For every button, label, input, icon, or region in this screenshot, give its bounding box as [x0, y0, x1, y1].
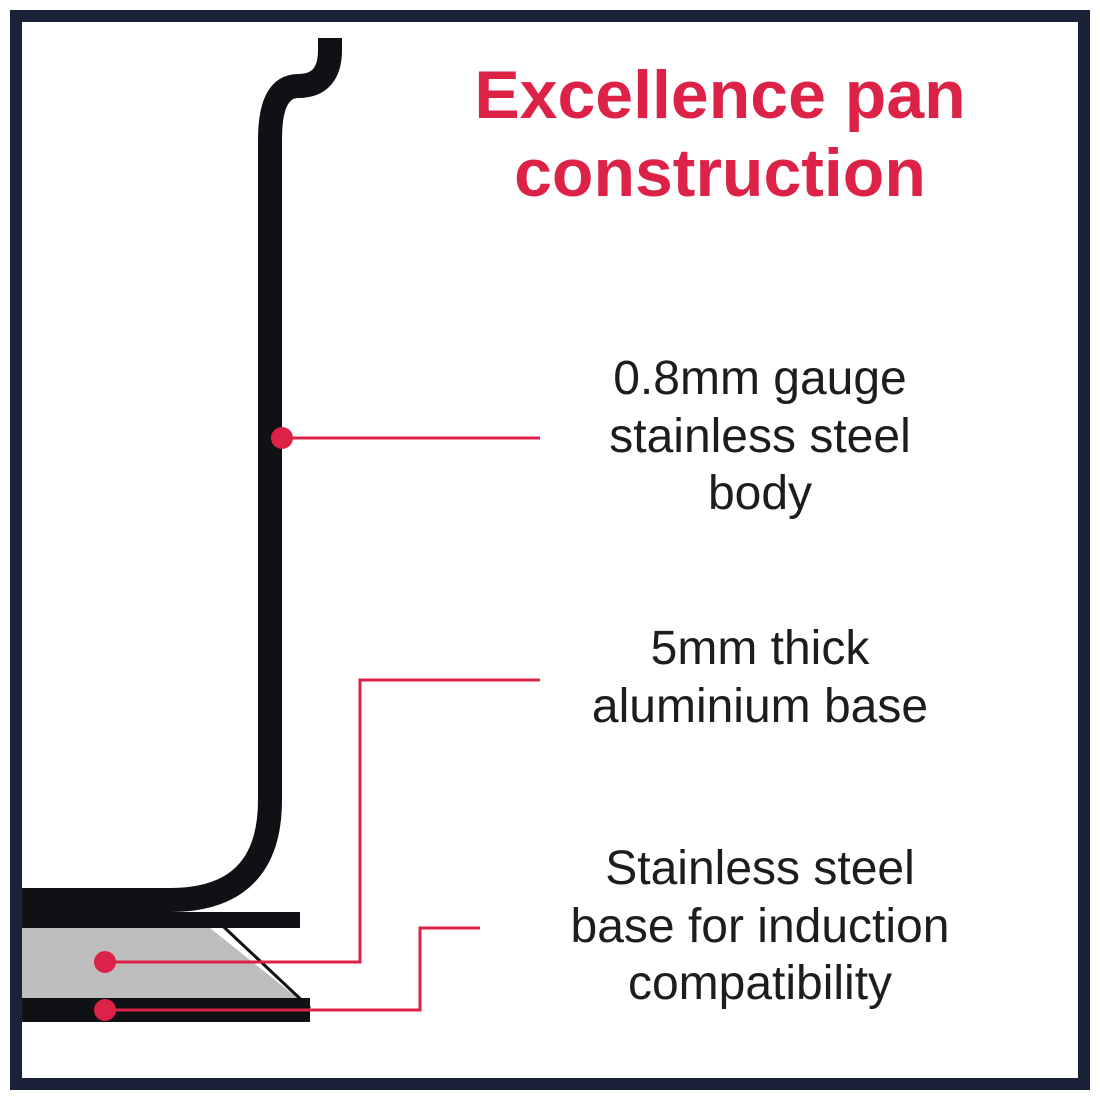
diagram-title: Excellence pan construction: [380, 56, 1060, 212]
callout-body-l3: body: [708, 467, 812, 520]
callout-body-l1: 0.8mm gauge: [613, 352, 907, 405]
callout-alu-l2: aluminium base: [592, 680, 928, 733]
callout-body-text: 0.8mm gauge stainless steel body: [540, 350, 980, 523]
callout-ind-l1: Stainless steel: [605, 842, 915, 895]
title-line2: construction: [514, 135, 926, 211]
callout-alu-l1: 5mm thick: [651, 622, 870, 675]
callout-ind-l3: compatibility: [628, 957, 892, 1010]
callout-aluminium-text: 5mm thick aluminium base: [540, 620, 980, 735]
callout-body-l2: stainless steel: [609, 410, 910, 463]
callout-ind-l2: base for induction: [571, 900, 950, 953]
title-line1: Excellence pan: [474, 57, 965, 133]
callout-induction-text: Stainless steel base for induction compa…: [480, 840, 1040, 1013]
